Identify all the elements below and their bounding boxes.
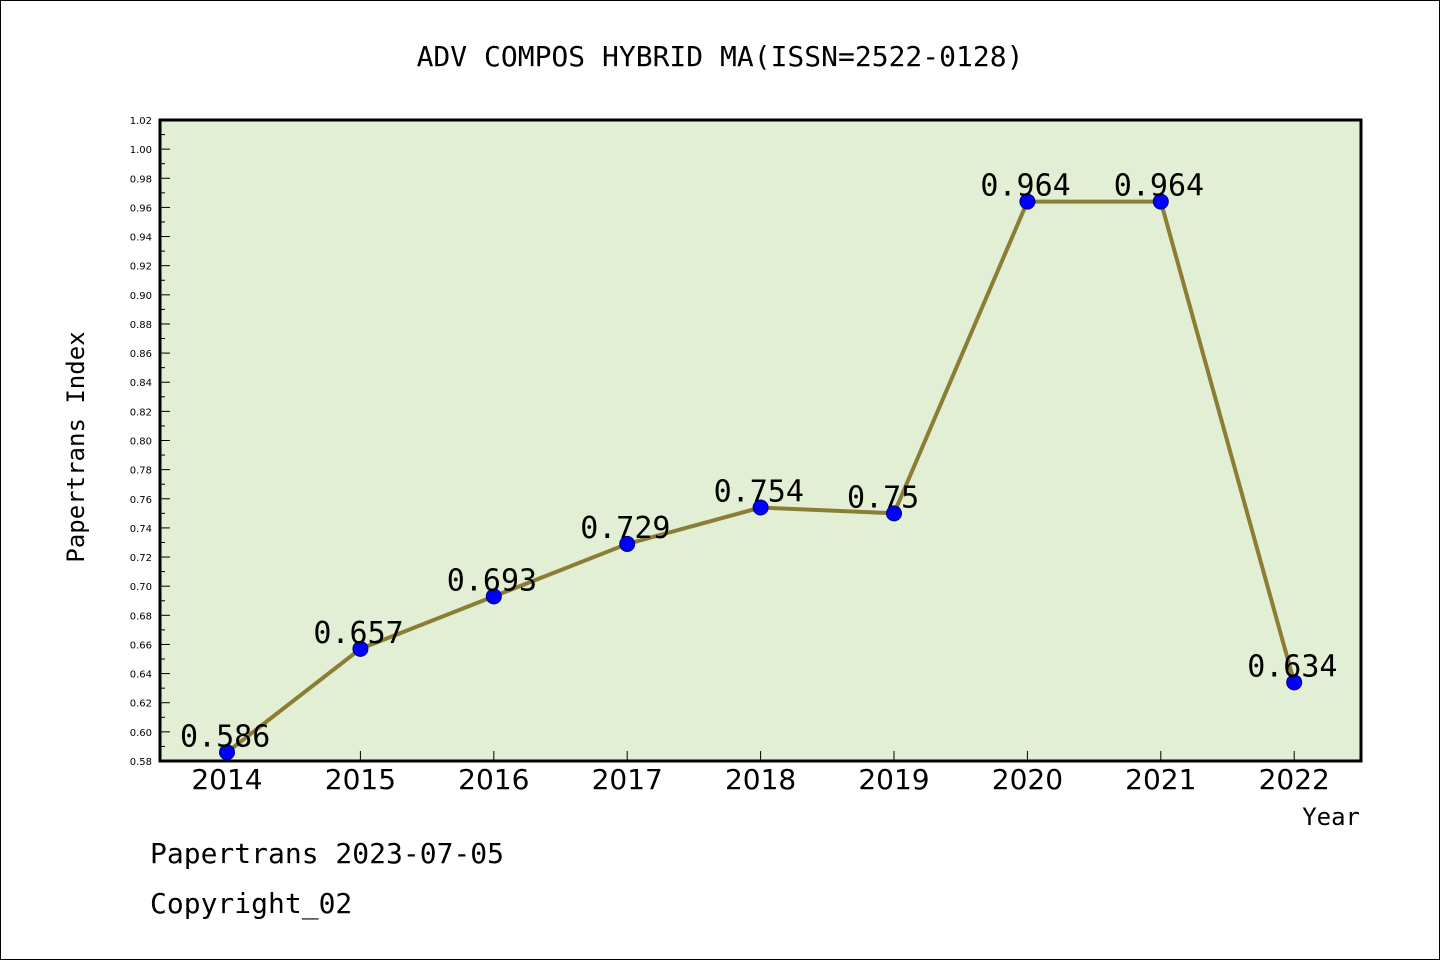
data-label: 0.729 (580, 511, 670, 546)
y-tick-label: 1.00 (130, 145, 152, 156)
data-point (619, 535, 636, 552)
x-tick-label: 2017 (592, 763, 663, 796)
data-label: 0.964 (1114, 169, 1204, 204)
data-point (1019, 193, 1036, 210)
y-tick-label: 0.96 (130, 203, 152, 214)
data-label-layer: 0.586 0.657 0.693 0.729 0.754 0.75 0.964 0.964 0… (180, 169, 1338, 755)
y-tick-label: 0.86 (130, 349, 152, 360)
x-tick-label: 2018 (725, 763, 796, 796)
y-tick-label: 0.74 (130, 524, 152, 535)
y-tick-label: 0.80 (130, 437, 152, 448)
x-tick-label: 2022 (1259, 763, 1330, 796)
footer-date: Papertrans 2023-07-05 (150, 837, 504, 870)
series-layer (219, 193, 1303, 761)
y-tick-label: 0.58 (130, 757, 152, 768)
data-label: 0.964 (980, 169, 1070, 204)
x-tick-label: 2015 (325, 763, 396, 796)
data-point (352, 640, 369, 657)
y-tick-label: 1.02 (130, 116, 152, 127)
data-point (1286, 674, 1303, 691)
y-tick-label: 0.62 (130, 699, 152, 710)
y-axis: 0.58 0.60 0.62 0.64 0.66 0.68 0.70 0.72 0.74 0.76… (130, 116, 170, 768)
y-axis-title: Papertrans Index (62, 331, 90, 562)
x-tick-label: 2016 (458, 763, 529, 796)
y-tick-label: 0.84 (130, 378, 152, 389)
x-tick-label: 2019 (858, 763, 929, 796)
y-tick-label: 0.76 (130, 495, 152, 506)
y-tick-label: 0.88 (130, 320, 152, 331)
data-point (219, 744, 235, 761)
y-tick-label: 0.66 (130, 640, 152, 651)
y-tick-label: 0.92 (130, 262, 152, 273)
data-label: 0.657 (313, 616, 403, 651)
y-tick-label: 0.78 (130, 466, 152, 477)
data-point (752, 499, 769, 516)
x-axis-title: Year (1302, 803, 1360, 831)
chart-title: ADV COMPOS HYBRID MA(ISSN=2522-0128) (417, 40, 1024, 73)
x-tick-label: 2014 (191, 763, 262, 796)
y-tick-label: 0.98 (130, 174, 152, 185)
data-label: 0.586 (180, 719, 270, 754)
data-label: 0.634 (1247, 649, 1337, 684)
y-tick-label: 0.60 (130, 728, 152, 739)
y-tick-label: 0.72 (130, 553, 152, 564)
y-tick-label: 0.90 (130, 291, 152, 302)
data-point (886, 505, 902, 522)
data-point (1152, 193, 1169, 210)
y-tick-label: 0.68 (130, 611, 152, 622)
footer-copyright: Copyright_02 (150, 887, 352, 921)
y-tick-label: 0.94 (130, 233, 152, 244)
data-label: 0.75 (847, 480, 919, 515)
y-tick-label: 0.70 (130, 582, 152, 593)
x-tick-label: 2020 (992, 763, 1063, 796)
y-tick-label: 0.64 (130, 670, 152, 681)
x-axis: 2014 2015 2016 2017 2018 2019 2020 2021 2022 (191, 751, 1330, 796)
data-label: 0.693 (447, 563, 537, 598)
data-point (485, 588, 502, 605)
data-label: 0.754 (714, 475, 804, 510)
x-tick-label: 2021 (1125, 763, 1196, 796)
y-tick-label: 0.82 (130, 407, 152, 418)
